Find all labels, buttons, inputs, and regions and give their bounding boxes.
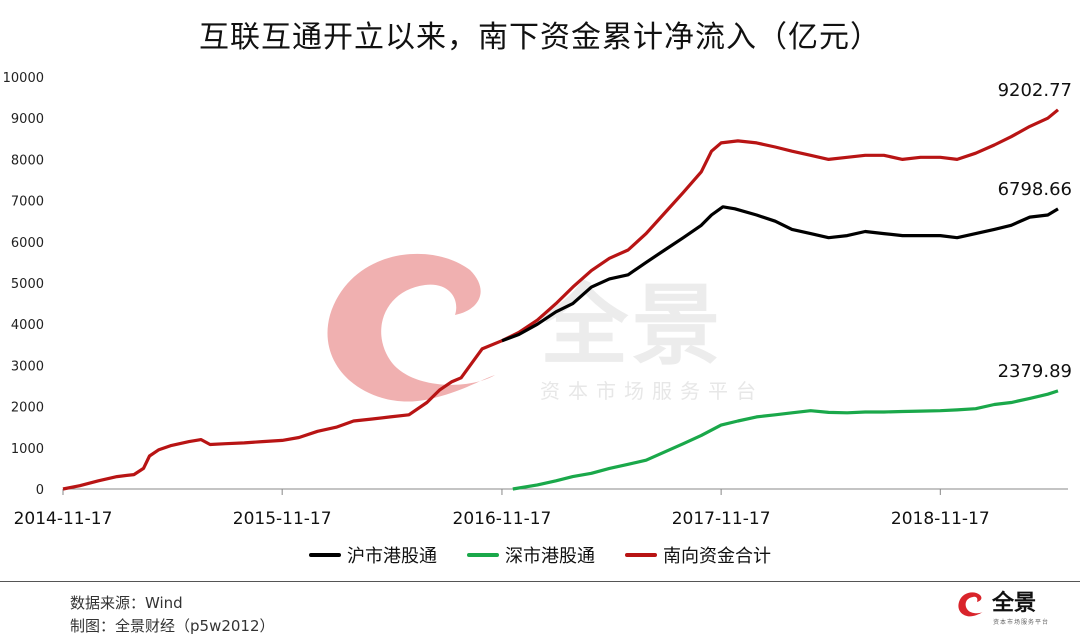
x-tick-label: 2016-11-17 [453, 509, 552, 529]
brand-logo-icon [958, 592, 983, 617]
series-line-0 [501, 205, 1059, 343]
y-tick-label: 10000 [3, 71, 44, 86]
legend-swatch [625, 553, 657, 557]
y-tick-label: 8000 [11, 153, 44, 168]
end-value-label: 6798.66 [998, 179, 1072, 200]
y-tick-label: 2000 [11, 401, 44, 416]
series-line-2 [62, 108, 1060, 491]
legend-swatch [309, 553, 341, 557]
x-tick-label: 2018-11-17 [891, 509, 990, 529]
data-source: 数据来源：Wind [70, 594, 183, 612]
x-tick-label: 2014-11-17 [14, 509, 113, 529]
y-tick-label: 9000 [11, 112, 44, 127]
legend-swatch [467, 553, 499, 557]
series-line-1 [512, 389, 1059, 491]
legend-item: 沪市港股通 [309, 542, 437, 568]
y-tick-label: 5000 [11, 277, 44, 292]
legend-item: 南向资金合计 [625, 542, 771, 568]
legend-item: 深市港股通 [467, 542, 595, 568]
watermark-tagline: 资本市场服务平台 [540, 379, 764, 403]
end-value-label: 2379.89 [998, 361, 1072, 382]
y-tick-label: 7000 [11, 195, 44, 210]
end-value-label: 9202.77 [998, 80, 1072, 101]
footer-divider [0, 581, 1080, 582]
y-tick-label: 6000 [11, 236, 44, 251]
y-tick-label: 4000 [11, 318, 44, 333]
chart-title: 互联互通开立以来，南下资金累计净流入（亿元） [199, 20, 881, 55]
chart-legend: 沪市港股通 深市港股通 南向资金合计 [0, 542, 1080, 568]
legend-label: 沪市港股通 [347, 546, 437, 567]
chart-credit: 制图：全景财经（p5w2012） [70, 617, 275, 635]
legend-label: 深市港股通 [505, 546, 595, 567]
y-tick-label: 0 [36, 483, 44, 498]
legend-label: 南向资金合计 [663, 546, 771, 567]
line-chart: 0 1000 2000 3000 4000 5000 6000 7000 8000 9000 100… [3, 71, 1072, 529]
x-tick-label: 2015-11-17 [233, 509, 332, 529]
y-tick-label: 3000 [11, 359, 44, 374]
brand-logo-text: 全景 [992, 591, 1037, 616]
brand-logo: 全景 [956, 590, 1036, 618]
y-tick-label: 1000 [11, 442, 44, 457]
brand-logo-tagline: 资本市场服务平台 [993, 619, 1050, 626]
x-tick-label: 2017-11-17 [672, 509, 771, 529]
